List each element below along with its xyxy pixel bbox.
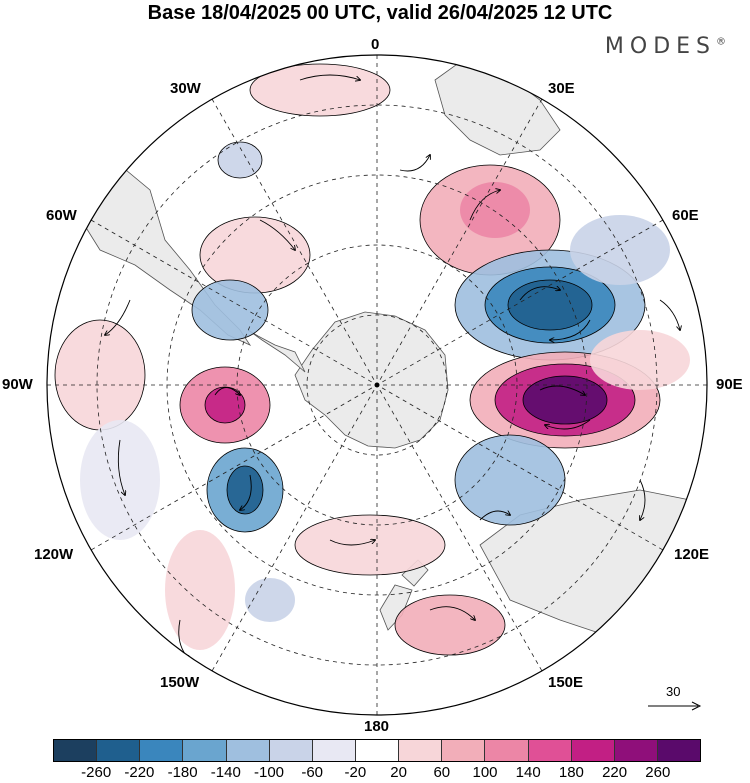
lon-label-60e: 60E (672, 207, 699, 224)
colorbar-tick-label: -260 (81, 764, 112, 781)
colorbar-tick-label: -140 (210, 764, 241, 781)
wind-vector (519, 287, 560, 301)
wind-vector (539, 385, 585, 395)
land-areas (74, 61, 706, 641)
positive-anomaly (294, 514, 446, 576)
wind-vector (240, 474, 252, 510)
colorbar-swatch (485, 740, 529, 761)
positive-anomaly (394, 594, 506, 656)
lon-label-120e: 120E (674, 546, 710, 563)
colorbar-swatch (183, 740, 227, 761)
positive-anomaly (522, 375, 608, 425)
negative-anomaly (191, 279, 269, 341)
wind-vector (640, 479, 646, 520)
positive-anomaly (460, 182, 530, 238)
colorbar-tick-label: -60 (301, 764, 324, 781)
africa (434, 61, 561, 156)
wind-vector (550, 319, 591, 340)
anomaly-field (54, 63, 690, 656)
antarctica (294, 311, 449, 449)
colorbar-swatch (269, 740, 313, 761)
brand-name: MODES (604, 34, 716, 59)
colorbar-swatch (614, 740, 658, 761)
map-border (46, 54, 708, 716)
wind-vector (329, 540, 375, 546)
wind-vector (545, 419, 591, 430)
colorbar (53, 739, 701, 762)
map-title: Base 18/04/2025 00 UTC, valid 26/04/2025… (147, 2, 613, 24)
latitude-circle (236, 244, 518, 526)
colorbar-swatch (140, 740, 184, 761)
positive-anomaly (165, 530, 235, 650)
positive-anomaly (590, 330, 690, 390)
wind-vectors (105, 74, 680, 660)
south-pole (374, 382, 380, 388)
lon-label-0: 0 (371, 36, 380, 53)
new-zealand-south (379, 584, 413, 631)
brand-logo: MODES® (605, 34, 726, 59)
colorbar-tick-label: 220 (602, 764, 628, 781)
colorbar-tick-label: -20 (344, 764, 367, 781)
colorbar-swatch (312, 740, 356, 761)
lon-label-150e: 150E (548, 674, 584, 691)
wind-vector (259, 219, 295, 250)
lon-label-180: 180 (364, 718, 390, 735)
reference-vector-arrow (648, 701, 702, 711)
colorbar-swatch (528, 740, 572, 761)
lon-label-30w: 30W (170, 80, 201, 97)
colorbar-tick-label: -100 (253, 764, 285, 781)
colorbar-tick-label: 20 (390, 764, 407, 781)
positive-anomaly (54, 319, 146, 431)
lon-label-90w: 90W (2, 376, 33, 393)
wind-vector (299, 74, 360, 80)
colorbar-swatch (571, 740, 615, 761)
colorbar-swatch (399, 740, 443, 761)
colorbar-swatch (657, 740, 701, 761)
wind-vector (469, 190, 500, 221)
colorbar-tick-label: 100 (472, 764, 498, 781)
wind-vector (214, 387, 240, 396)
negative-anomaly (570, 215, 670, 285)
lon-label-90e: 90E (716, 376, 743, 393)
negative-anomaly (226, 465, 264, 515)
reference-vector-label: 30 (666, 684, 681, 699)
positive-anomaly (204, 386, 246, 424)
colorbar-tick-label: 140 (515, 764, 541, 781)
wind-vector (429, 606, 475, 620)
colorbar-swatch (442, 740, 486, 761)
colorbar-tick-label: -180 (167, 764, 198, 781)
negative-anomaly (507, 279, 593, 331)
negative-anomaly (245, 578, 295, 622)
lon-label-60w: 60W (46, 207, 77, 224)
negative-anomaly (454, 434, 566, 526)
colorbar-swatch (54, 740, 98, 761)
colorbar-tick-label: -220 (124, 764, 155, 781)
wind-vector (399, 155, 430, 172)
brand-mark: ® (716, 36, 726, 48)
positive-anomaly (249, 63, 391, 117)
lon-label-120w: 120W (34, 546, 74, 563)
negative-anomaly (217, 141, 263, 179)
wind-vector (117, 439, 125, 495)
colorbar-tick-label: 180 (558, 764, 584, 781)
wind-vector (479, 511, 510, 521)
colorbar-swatch (355, 740, 400, 761)
colorbar-tick-label: 60 (433, 764, 451, 781)
colorbar-swatch (97, 740, 141, 761)
lon-label-30e: 30E (548, 80, 575, 97)
antarctic-peninsula (247, 329, 306, 373)
wind-vector (659, 299, 680, 330)
lon-label-150w: 150W (160, 674, 200, 691)
wind-vector (105, 299, 131, 335)
colorbar-swatch (226, 740, 270, 761)
colorbar-tick-label: 260 (645, 764, 671, 781)
